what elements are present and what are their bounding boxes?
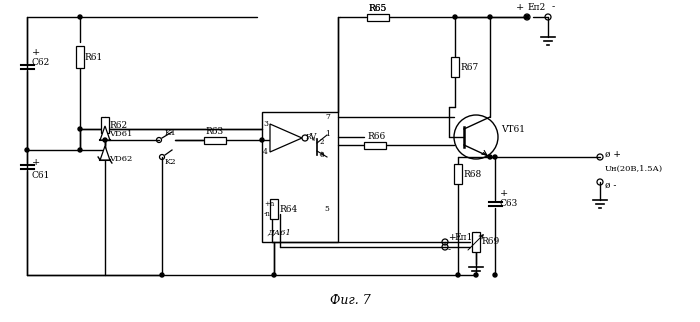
Polygon shape bbox=[270, 124, 302, 152]
Bar bbox=[472, 232, 480, 252]
Text: R68: R68 bbox=[463, 169, 482, 178]
Circle shape bbox=[474, 273, 478, 277]
Text: 8: 8 bbox=[320, 151, 325, 159]
Text: ДА61: ДА61 bbox=[267, 229, 291, 237]
Circle shape bbox=[453, 15, 457, 19]
Text: 7: 7 bbox=[325, 113, 330, 121]
Text: R69: R69 bbox=[481, 238, 499, 247]
Text: VT61: VT61 bbox=[501, 125, 525, 134]
Text: C62: C62 bbox=[32, 58, 50, 67]
Circle shape bbox=[25, 148, 29, 152]
Circle shape bbox=[525, 15, 529, 19]
Text: +: + bbox=[500, 190, 508, 198]
Text: 4: 4 bbox=[263, 148, 268, 156]
Text: -n: -n bbox=[264, 210, 271, 218]
Circle shape bbox=[78, 15, 82, 19]
Text: R63: R63 bbox=[206, 127, 224, 136]
Text: -: - bbox=[552, 3, 554, 12]
Text: V: V bbox=[309, 132, 316, 141]
Text: R66: R66 bbox=[368, 131, 386, 140]
Bar bbox=[364, 141, 386, 148]
Text: -: - bbox=[272, 125, 275, 133]
Text: R: R bbox=[306, 133, 312, 141]
Bar bbox=[454, 164, 462, 184]
Text: R64: R64 bbox=[279, 204, 298, 213]
Text: +: + bbox=[448, 232, 456, 242]
Polygon shape bbox=[100, 126, 110, 140]
Text: ø -: ø - bbox=[605, 181, 617, 190]
Circle shape bbox=[272, 273, 276, 277]
Circle shape bbox=[488, 155, 492, 159]
Text: 2: 2 bbox=[320, 138, 325, 146]
Text: +: + bbox=[32, 157, 41, 166]
Circle shape bbox=[78, 127, 82, 131]
Text: R67: R67 bbox=[460, 62, 478, 71]
Text: 3: 3 bbox=[263, 120, 268, 128]
Bar bbox=[76, 46, 84, 68]
Bar bbox=[451, 57, 459, 77]
Bar bbox=[262, 112, 338, 242]
Text: Uн(20В,1.5А): Uн(20В,1.5А) bbox=[605, 165, 663, 173]
Circle shape bbox=[260, 138, 264, 142]
Bar bbox=[367, 14, 389, 21]
Text: +: + bbox=[272, 143, 279, 151]
Text: 5: 5 bbox=[324, 205, 329, 213]
Text: R65: R65 bbox=[369, 4, 387, 13]
Text: C63: C63 bbox=[500, 200, 518, 209]
Text: -: - bbox=[448, 245, 451, 254]
Text: Eп1: Eп1 bbox=[454, 232, 472, 242]
Text: R61: R61 bbox=[84, 52, 102, 62]
Text: C61: C61 bbox=[32, 171, 50, 179]
Text: ø +: ø + bbox=[605, 149, 621, 158]
Text: 1: 1 bbox=[325, 130, 330, 138]
Text: +: + bbox=[516, 3, 524, 12]
Circle shape bbox=[103, 138, 107, 142]
Text: Фиг. 7: Фиг. 7 bbox=[330, 293, 370, 307]
Circle shape bbox=[456, 273, 460, 277]
Text: R62: R62 bbox=[109, 120, 127, 129]
Text: R65: R65 bbox=[369, 4, 387, 13]
Text: VD62: VD62 bbox=[109, 155, 132, 163]
Bar bbox=[101, 117, 109, 133]
Bar bbox=[204, 137, 226, 144]
Circle shape bbox=[488, 15, 492, 19]
Text: K2: K2 bbox=[165, 158, 176, 166]
Text: +n: +n bbox=[264, 200, 274, 208]
Text: K1: K1 bbox=[165, 129, 176, 137]
Circle shape bbox=[493, 155, 497, 159]
Polygon shape bbox=[100, 146, 110, 160]
Bar bbox=[270, 199, 278, 219]
Circle shape bbox=[160, 273, 164, 277]
Circle shape bbox=[493, 273, 497, 277]
Text: +: + bbox=[32, 48, 41, 56]
Text: 0: 0 bbox=[312, 137, 316, 141]
Text: VD61: VD61 bbox=[109, 130, 132, 138]
Text: Eп2: Eп2 bbox=[527, 3, 545, 12]
Circle shape bbox=[78, 148, 82, 152]
